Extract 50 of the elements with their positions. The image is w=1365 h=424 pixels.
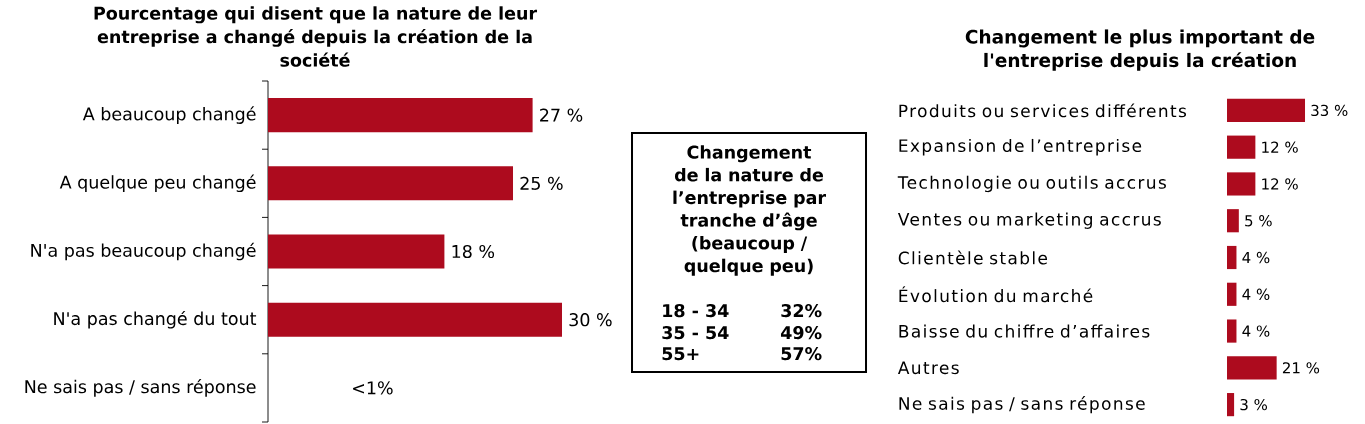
bar	[1227, 356, 1277, 380]
data-label: 27 %	[540, 108, 583, 122]
bar	[1227, 393, 1235, 417]
data-label: 33 %	[1311, 104, 1348, 117]
data-label: 12 %	[1262, 141, 1298, 153]
bar	[268, 166, 513, 201]
data-label: 18 %	[452, 244, 495, 259]
y-tick-label: Ne sais pas / sans réponse	[899, 396, 1145, 414]
y-tick-label: Clientèle stable	[898, 250, 1048, 265]
bar	[268, 234, 445, 269]
category-label: 55+	[662, 347, 699, 361]
bar	[1227, 282, 1237, 306]
data-label: 5 %	[1245, 215, 1272, 227]
data-label: 12 %	[1262, 178, 1298, 190]
data-label: 49%	[780, 326, 822, 340]
bar	[1227, 98, 1306, 122]
y-tick-label: Évolution du marché	[899, 286, 1093, 303]
bar	[1227, 245, 1237, 270]
bar	[1227, 209, 1239, 233]
bar	[268, 98, 533, 133]
category-label: 35 - 54	[662, 326, 729, 340]
text: <1%	[353, 381, 393, 395]
bar	[1227, 135, 1256, 159]
data-label: 25 %	[520, 176, 563, 190]
data-label: 30 %	[569, 313, 612, 327]
y-tick-label: A beaucoup changé	[82, 106, 256, 124]
data-label: 32%	[781, 304, 822, 318]
category-label: 18 - 34	[663, 304, 729, 318]
data-label: 57%	[781, 347, 822, 361]
y-tick-label: A quelque peu changé	[59, 174, 256, 193]
y-tick-label: Ne sais pas / sans réponse	[25, 379, 256, 397]
chart-title: Pourcentage qui disent que la nature de leur entreprise a changé depuis la création de la société	[94, 6, 538, 67]
y-tick-label: N'a pas changé du tout	[54, 310, 257, 329]
y-tick-label: Baisse du chiffre d’affaires	[899, 324, 1150, 338]
bar	[1227, 172, 1256, 196]
chart-title: Changement le plus important de l'entreprise depuis la création	[965, 29, 1315, 71]
bar	[1227, 319, 1237, 343]
y-tick-label: Produits ou services différents	[899, 103, 1187, 118]
y-tick-label: N'a pas beaucoup changé	[31, 242, 256, 261]
text: Changement de la nature de l’entreprise par tranche d’âge (beaucoup / quelque peu)	[673, 145, 826, 276]
y-tick-label: Technologie ou outils accrus	[897, 175, 1166, 193]
data-label: 21 %	[1282, 362, 1320, 374]
y-tick-label: Expansion de l’entreprise	[899, 138, 1142, 156]
data-label: 4 %	[1242, 325, 1270, 337]
data-label: 3 %	[1240, 398, 1268, 411]
bar	[268, 302, 562, 337]
y-tick-label: Autres	[897, 361, 959, 375]
data-label: 4 %	[1242, 251, 1270, 264]
data-label: 4 %	[1242, 288, 1270, 300]
y-tick-label: Ventes ou marketing accrus	[897, 212, 1161, 229]
